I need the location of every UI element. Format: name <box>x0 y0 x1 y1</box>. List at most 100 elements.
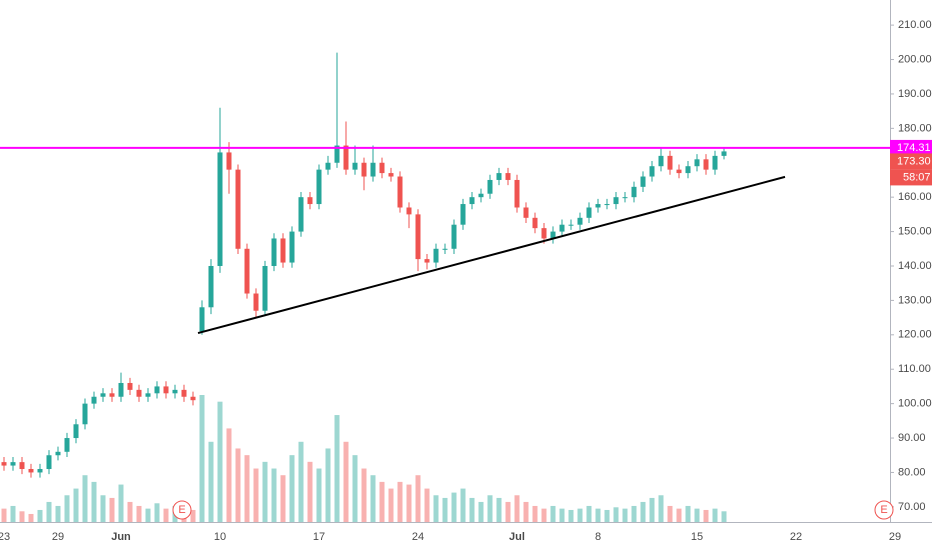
candle-body <box>469 197 475 205</box>
candle-body <box>496 173 502 180</box>
candle-body <box>505 173 511 180</box>
candle-body <box>604 204 610 206</box>
candle-body <box>577 217 583 225</box>
candle-body <box>370 162 376 177</box>
volume-bar <box>514 495 520 522</box>
volume-bar <box>703 509 709 522</box>
volume-bar <box>28 513 34 522</box>
volume-bar <box>262 461 268 522</box>
trend-line <box>197 175 786 335</box>
volume-bar <box>91 481 97 522</box>
volume-bar <box>370 475 376 522</box>
candle-body <box>676 169 682 174</box>
volume-bar <box>478 501 484 522</box>
x-tick-label: 29 <box>889 531 901 543</box>
volume-bar <box>568 509 574 522</box>
x-tick-label: 17 <box>313 531 325 543</box>
event-label: E <box>880 504 887 516</box>
volume-bar <box>145 508 151 522</box>
volume-bar <box>10 505 16 522</box>
candle-body <box>595 204 601 208</box>
volume-bar <box>334 415 340 522</box>
volume-bar <box>244 455 250 522</box>
candle-body <box>352 162 358 170</box>
volume-bar <box>73 488 79 522</box>
candle-body <box>190 396 196 401</box>
volume-bar <box>550 505 556 522</box>
candle-body <box>28 469 34 473</box>
event-label: E <box>178 504 185 516</box>
volume-bar <box>505 501 511 522</box>
volume-bar <box>316 468 322 522</box>
candle-body <box>397 176 403 208</box>
volume-bar <box>595 508 601 522</box>
hline-label-bg <box>890 139 932 156</box>
volume-bar <box>694 508 700 522</box>
volume-bar <box>154 503 160 522</box>
candle-body <box>235 169 241 249</box>
volume-bar <box>685 505 691 522</box>
candle-body <box>550 231 556 239</box>
x-tick-label: 24 <box>412 531 424 543</box>
candle-body <box>217 152 223 266</box>
volume-bar <box>253 468 259 522</box>
volume-bar <box>532 505 538 522</box>
hline-label: 174.31 <box>897 142 931 154</box>
candle-body <box>460 204 466 225</box>
volume-bar <box>577 508 583 522</box>
candle-body <box>19 462 25 470</box>
candle-body <box>91 396 97 404</box>
volume-bar <box>352 455 358 522</box>
candle-body <box>487 179 493 194</box>
volume-bar <box>649 497 655 522</box>
volume-bar <box>487 495 493 522</box>
volume-bar <box>631 505 637 522</box>
candle-body <box>424 259 430 263</box>
candle-body <box>613 197 619 205</box>
volume-bar <box>640 501 646 522</box>
volume-bar <box>118 484 124 522</box>
candle-body <box>721 151 727 156</box>
x-tick-label: 23 <box>0 531 10 543</box>
candle-body <box>262 265 268 311</box>
candle-body <box>316 169 322 205</box>
candle-body <box>1 462 7 466</box>
x-tick-label: 29 <box>52 531 64 543</box>
volume-bar <box>37 509 43 522</box>
volume-bar <box>676 508 682 522</box>
event-marker <box>172 500 192 520</box>
candle-body <box>82 403 88 425</box>
candle-body <box>244 248 250 294</box>
candle-body <box>586 207 592 218</box>
volume-bar <box>46 501 52 522</box>
candle-body <box>559 224 565 232</box>
volume-bar <box>127 501 133 522</box>
candle-body <box>658 155 664 167</box>
volume-bar <box>82 475 88 522</box>
y-tick-label: 100.00 <box>898 398 932 410</box>
last-price-bg <box>890 153 932 170</box>
candle-body <box>451 224 457 249</box>
candle-body <box>172 389 178 394</box>
y-tick-label: 90.00 <box>898 432 926 444</box>
volume-bar <box>361 468 367 522</box>
candle-body <box>10 462 16 466</box>
volume-bar <box>280 475 286 522</box>
volume-bar <box>163 508 169 522</box>
candle-body <box>298 197 304 232</box>
candle-body <box>109 393 115 397</box>
y-tick-label: 70.00 <box>898 501 926 513</box>
y-tick-label: 150.00 <box>898 225 932 237</box>
y-tick-label: 120.00 <box>898 329 932 341</box>
volume-bar <box>415 475 421 522</box>
candle-body <box>712 155 718 170</box>
y-tick-label: 80.00 <box>898 466 926 478</box>
volume-bar <box>208 441 214 522</box>
candle-body <box>100 393 106 397</box>
candle-body <box>181 389 187 397</box>
volume-bar <box>397 481 403 522</box>
candle-body <box>136 389 142 397</box>
x-tick-label: 22 <box>790 531 802 543</box>
x-tick-label: Jun <box>111 531 131 543</box>
